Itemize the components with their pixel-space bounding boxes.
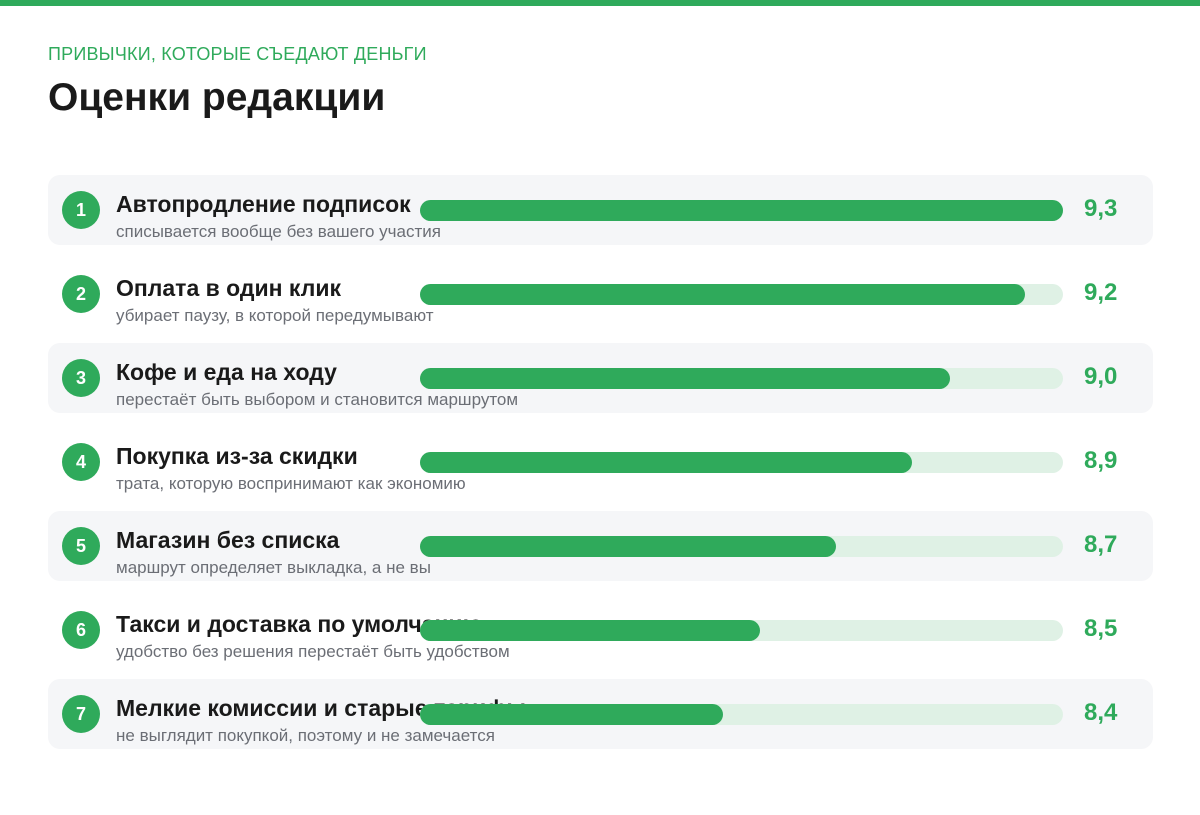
rank-badge: 4: [62, 443, 100, 481]
bar-track: [420, 704, 1063, 725]
bar-fill: [420, 368, 950, 389]
bar-fill: [420, 452, 912, 473]
chart-row: 7 Мелкие комиссии и старые тарифы не выгля…: [48, 679, 1153, 749]
bar-track: [420, 620, 1063, 641]
category-subtitle: убирает паузу, в которой передумывают: [116, 306, 434, 325]
rank-badge: 3: [62, 359, 100, 397]
category-subtitle: перестаёт быть выбором и становится марш…: [116, 390, 519, 409]
bar-track: [420, 284, 1063, 305]
bar-fill: [420, 536, 836, 557]
bar-track: [420, 200, 1063, 221]
eyebrow-label: ПРИВЫЧКИ, КОТОРЫЕ СЪЕДАЮТ ДЕНЬГИ: [48, 44, 427, 64]
chart-row: 6 Такси и доставка по умолчанию удобство б…: [48, 595, 1153, 665]
chart-row: 5 Магазин без списка маршрут определяет вы…: [48, 511, 1153, 581]
category-subtitle: списывается вообще без вашего участия: [116, 222, 441, 241]
page-title: Оценки редакции: [48, 76, 386, 119]
bar-fill: [420, 200, 1063, 221]
bar-track: [420, 452, 1063, 473]
value-label: 8,5: [1084, 615, 1118, 642]
rank-badge: 2: [62, 275, 100, 313]
category-label: Оплата в один клик: [116, 275, 341, 301]
category-subtitle: удобство без решения перестаёт быть удоб…: [116, 642, 510, 661]
chart-row: 1 Автопродление подписок списывается вообщ…: [48, 175, 1153, 245]
chart-row: 3 Кофе и еда на ходу перестаёт быть выборо…: [48, 343, 1153, 413]
chart-row: 2 Оплата в один клик убирает паузу, в кото…: [48, 259, 1153, 329]
chart-row: 4 Покупка из-за скидки трата, которую восп…: [48, 427, 1153, 497]
bar-track: [420, 536, 1063, 557]
rank-badge: 6: [62, 611, 100, 649]
category-label: Автопродление подписок: [116, 191, 411, 217]
rank-badge: 1: [62, 191, 100, 229]
bar-fill: [420, 284, 1025, 305]
value-label: 8,4: [1084, 699, 1118, 726]
category-subtitle: трата, которую воспринимают как экономию: [116, 474, 466, 493]
bar-fill: [420, 620, 760, 641]
rank-badge: 5: [62, 527, 100, 565]
value-label: 8,7: [1084, 531, 1118, 558]
category-subtitle: не выглядит покупкой, поэтому и не замеч…: [116, 726, 495, 745]
category-label: Покупка из-за скидки: [116, 443, 358, 469]
rank-badge: 7: [62, 695, 100, 733]
category-label: Кофе и еда на ходу: [116, 359, 337, 385]
value-label: 9,0: [1084, 363, 1118, 390]
value-label: 8,9: [1084, 447, 1118, 474]
value-label: 9,3: [1084, 195, 1118, 222]
category-label: Магазин без списка: [116, 527, 340, 553]
top-accent-bar: [0, 0, 1200, 6]
ratings-chart: 1 Автопродление подписок списывается вообщ…: [48, 175, 1153, 749]
value-label: 9,2: [1084, 279, 1118, 306]
bar-fill: [420, 704, 723, 725]
category-subtitle: маршрут определяет выкладка, а не вы: [116, 558, 431, 577]
bar-track: [420, 368, 1063, 389]
